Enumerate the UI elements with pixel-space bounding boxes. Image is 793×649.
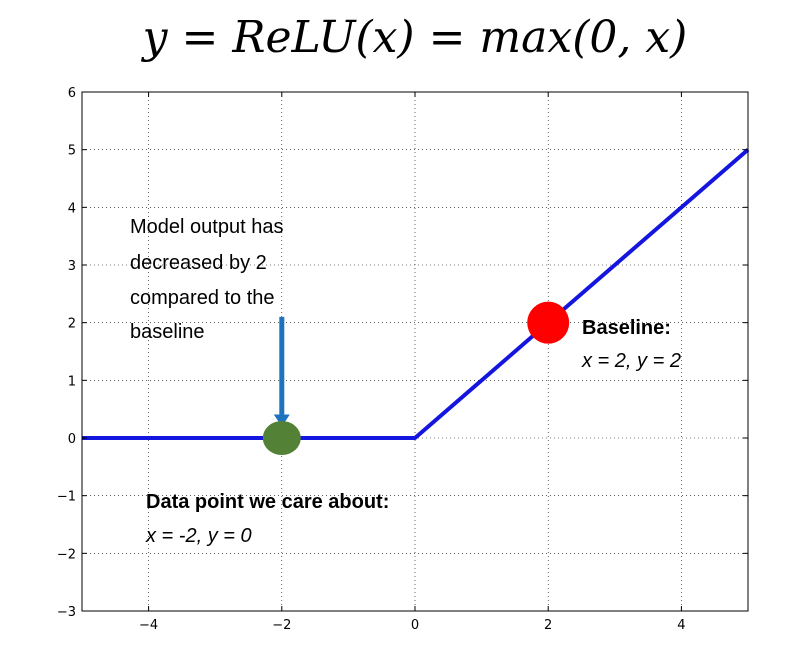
points-layer: [262, 301, 570, 455]
x-tick-label: −4: [139, 618, 158, 633]
x-tick-label: 0: [411, 618, 419, 633]
y-tick-label: 2: [68, 317, 76, 332]
arrow-layer: [273, 316, 290, 427]
y-tick-label: −2: [57, 547, 76, 562]
annotation-model-output: Model output has decreased by 2 compared…: [130, 216, 283, 343]
x-tick-label: 2: [544, 618, 552, 633]
annotation-model-output-line-2: decreased by 2: [130, 252, 267, 274]
annotation-model-output-line-4: baseline: [130, 321, 205, 343]
annotation-data-point-detail: x = -2, y = 0: [145, 525, 252, 547]
annotation-model-output-line-1: Model output has: [130, 216, 283, 238]
annotation-data-point: Data point we care about: x = -2, y = 0: [145, 491, 389, 547]
annotation-model-output-line-3: compared to the: [130, 287, 275, 309]
y-tick-label: 5: [68, 144, 76, 159]
annotation-baseline: Baseline: x = 2, y = 2: [581, 317, 681, 372]
series-line-layer: [82, 148, 750, 440]
relu-series-line: [82, 148, 750, 440]
y-tick-label: 4: [68, 201, 76, 216]
y-tick-label: 0: [68, 432, 76, 447]
y-tick-label: −1: [57, 490, 76, 505]
annotation-data-point-heading: Data point we care about:: [146, 491, 389, 513]
chart-title: y = ReLU(x) = max(0, x): [141, 12, 688, 63]
x-tick-label: 4: [677, 618, 685, 633]
annotation-baseline-detail: x = 2, y = 2: [581, 350, 681, 372]
x-tick-label: −2: [272, 618, 291, 633]
annotation-baseline-heading: Baseline:: [582, 317, 671, 339]
ticks-layer: [82, 91, 748, 612]
y-tick-label: 6: [68, 86, 76, 101]
y-tick-label: 3: [68, 259, 76, 274]
data-point-marker: [262, 421, 301, 455]
y-tick-label: 1: [68, 374, 76, 389]
tick-labels-layer: −4 −2 0 2 4 −3 −2 −1 0 1 2 3 4 5 6: [57, 86, 686, 633]
baseline-point-marker: [527, 301, 570, 344]
y-tick-label: −3: [57, 605, 76, 620]
arrow-head: [273, 414, 290, 427]
